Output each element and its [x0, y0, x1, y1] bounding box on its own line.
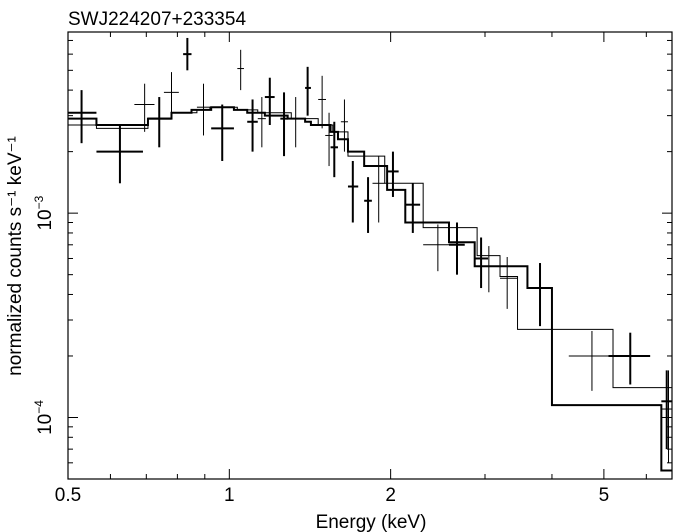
chart-title: SWJ224207+233354: [68, 9, 246, 30]
x-axis-tick-labels: 0.5 1 2 5: [55, 485, 609, 506]
data-point: [405, 183, 421, 233]
data-points: [68, 37, 672, 463]
data-point: [247, 99, 258, 152]
model-curve-thin: [68, 106, 672, 389]
data-point: [291, 97, 301, 148]
data-point: [196, 83, 210, 136]
data-point: [183, 37, 192, 71]
model-curve-thick: [68, 106, 672, 472]
data-point: [305, 66, 311, 116]
data-point: [264, 77, 275, 126]
data-point: [163, 72, 179, 116]
x-axis-ticks: [67, 32, 647, 479]
y-tick-label: 10−4: [32, 400, 56, 435]
data-point: [372, 156, 385, 223]
data-point: [387, 151, 399, 197]
y-axis-label: normalized counts s⁻¹ keV⁻¹: [5, 136, 26, 376]
data-point: [347, 160, 359, 223]
y-axis-ticks: [68, 39, 672, 480]
data-point: [608, 332, 651, 385]
x-tick-label: 2: [385, 485, 396, 506]
plot-frame: [67, 31, 673, 480]
data-point: [661, 370, 672, 463]
data-point: [474, 237, 489, 289]
data-point: [423, 224, 452, 272]
data-point: [568, 331, 614, 391]
data-point: [661, 370, 672, 450]
x-axis-label: Energy (keV): [316, 512, 427, 532]
y-axis-tick-labels: 10−4 10−3: [32, 195, 56, 434]
plot-border: [67, 31, 673, 480]
data-point: [68, 90, 97, 144]
data-point: [527, 263, 552, 327]
data-point: [448, 222, 465, 275]
data-point: [364, 177, 372, 233]
data-point: [134, 83, 155, 132]
data-point: [477, 246, 501, 293]
data-point: [280, 92, 288, 157]
data-point: [330, 121, 338, 178]
data-point: [96, 125, 143, 184]
model-curves: [68, 106, 672, 472]
data-point: [237, 49, 244, 91]
x-tick-label: 5: [599, 485, 610, 506]
data-point: [147, 97, 172, 148]
data-point: [211, 104, 234, 161]
data-point: [340, 99, 348, 152]
data-point: [325, 112, 333, 167]
data-point: [318, 75, 326, 129]
x-tick-label: 0.5: [55, 485, 81, 506]
y-tick-label: 10−3: [32, 195, 56, 230]
data-point: [257, 97, 266, 148]
x-tick-label: 1: [224, 485, 235, 506]
data-point: [500, 257, 518, 309]
